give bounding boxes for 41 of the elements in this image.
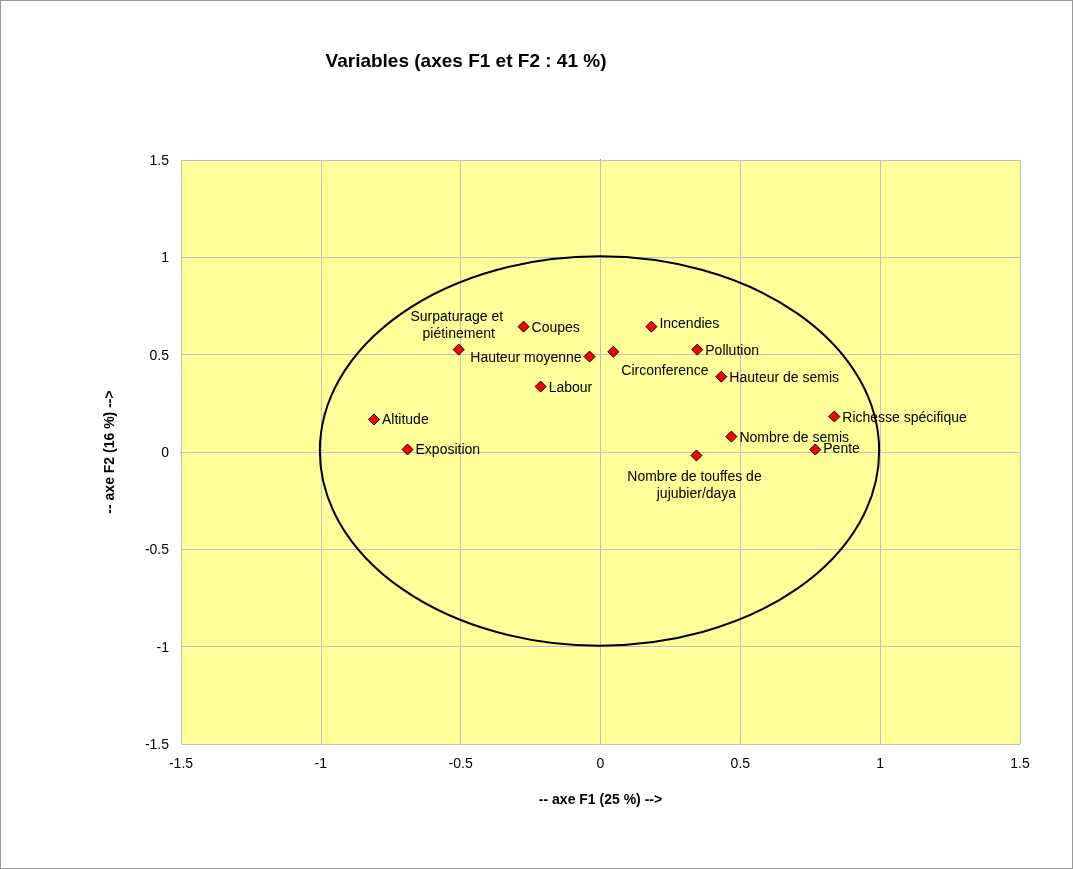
annotation: Surpaturage et piétinement — [410, 308, 507, 342]
x-axis-title: -- axe F1 (25 %) --> — [538, 791, 663, 807]
point — [452, 343, 465, 356]
y-tick-label: 1.5 — [149, 152, 170, 168]
point — [534, 380, 547, 393]
chart-title: Variables (axes F1 et F2 : 41 %) — [325, 50, 607, 71]
y-tick-label: 0 — [161, 444, 170, 460]
point — [583, 350, 596, 363]
point — [690, 449, 703, 462]
point — [645, 320, 658, 333]
annotation: Labour — [548, 378, 593, 395]
point — [725, 430, 738, 443]
point — [828, 410, 841, 423]
annotation: Altitude — [381, 411, 429, 428]
y-axis-title: -- axe F2 (16 %) --> — [101, 390, 117, 514]
point — [367, 413, 380, 426]
x-tick-label: 1 — [876, 755, 885, 771]
point — [691, 343, 704, 356]
y-tick-label: -0.5 — [144, 541, 170, 558]
y-tick-label: -1 — [156, 638, 170, 655]
y-tick-label: -1.5 — [144, 736, 170, 752]
x-tick-label: 0.5 — [730, 755, 751, 771]
point — [607, 345, 620, 358]
point — [401, 443, 414, 456]
x-tick-label: -0.5 — [448, 755, 473, 771]
y-tick-label: 0.5 — [149, 346, 170, 363]
x-tick-label: 1.5 — [1010, 755, 1030, 771]
annotation: Circonference — [621, 361, 709, 378]
y-tick-label: 1 — [161, 249, 170, 266]
annotation: Nombre de touffes de jujubier/daya — [627, 468, 766, 501]
annotation: Coupes — [531, 318, 580, 335]
annotation: Pollution — [705, 341, 759, 358]
x-tick-label: 0 — [596, 755, 605, 771]
annotation: Hauteur de semis — [729, 368, 840, 385]
annotation: Incendies — [659, 314, 720, 331]
annotation: Exposition — [415, 441, 481, 458]
annotation: Hauteur moyenne — [470, 348, 582, 365]
x-tick-label: -1 — [314, 755, 328, 771]
point — [809, 443, 822, 456]
point — [517, 320, 530, 333]
point — [715, 370, 728, 383]
